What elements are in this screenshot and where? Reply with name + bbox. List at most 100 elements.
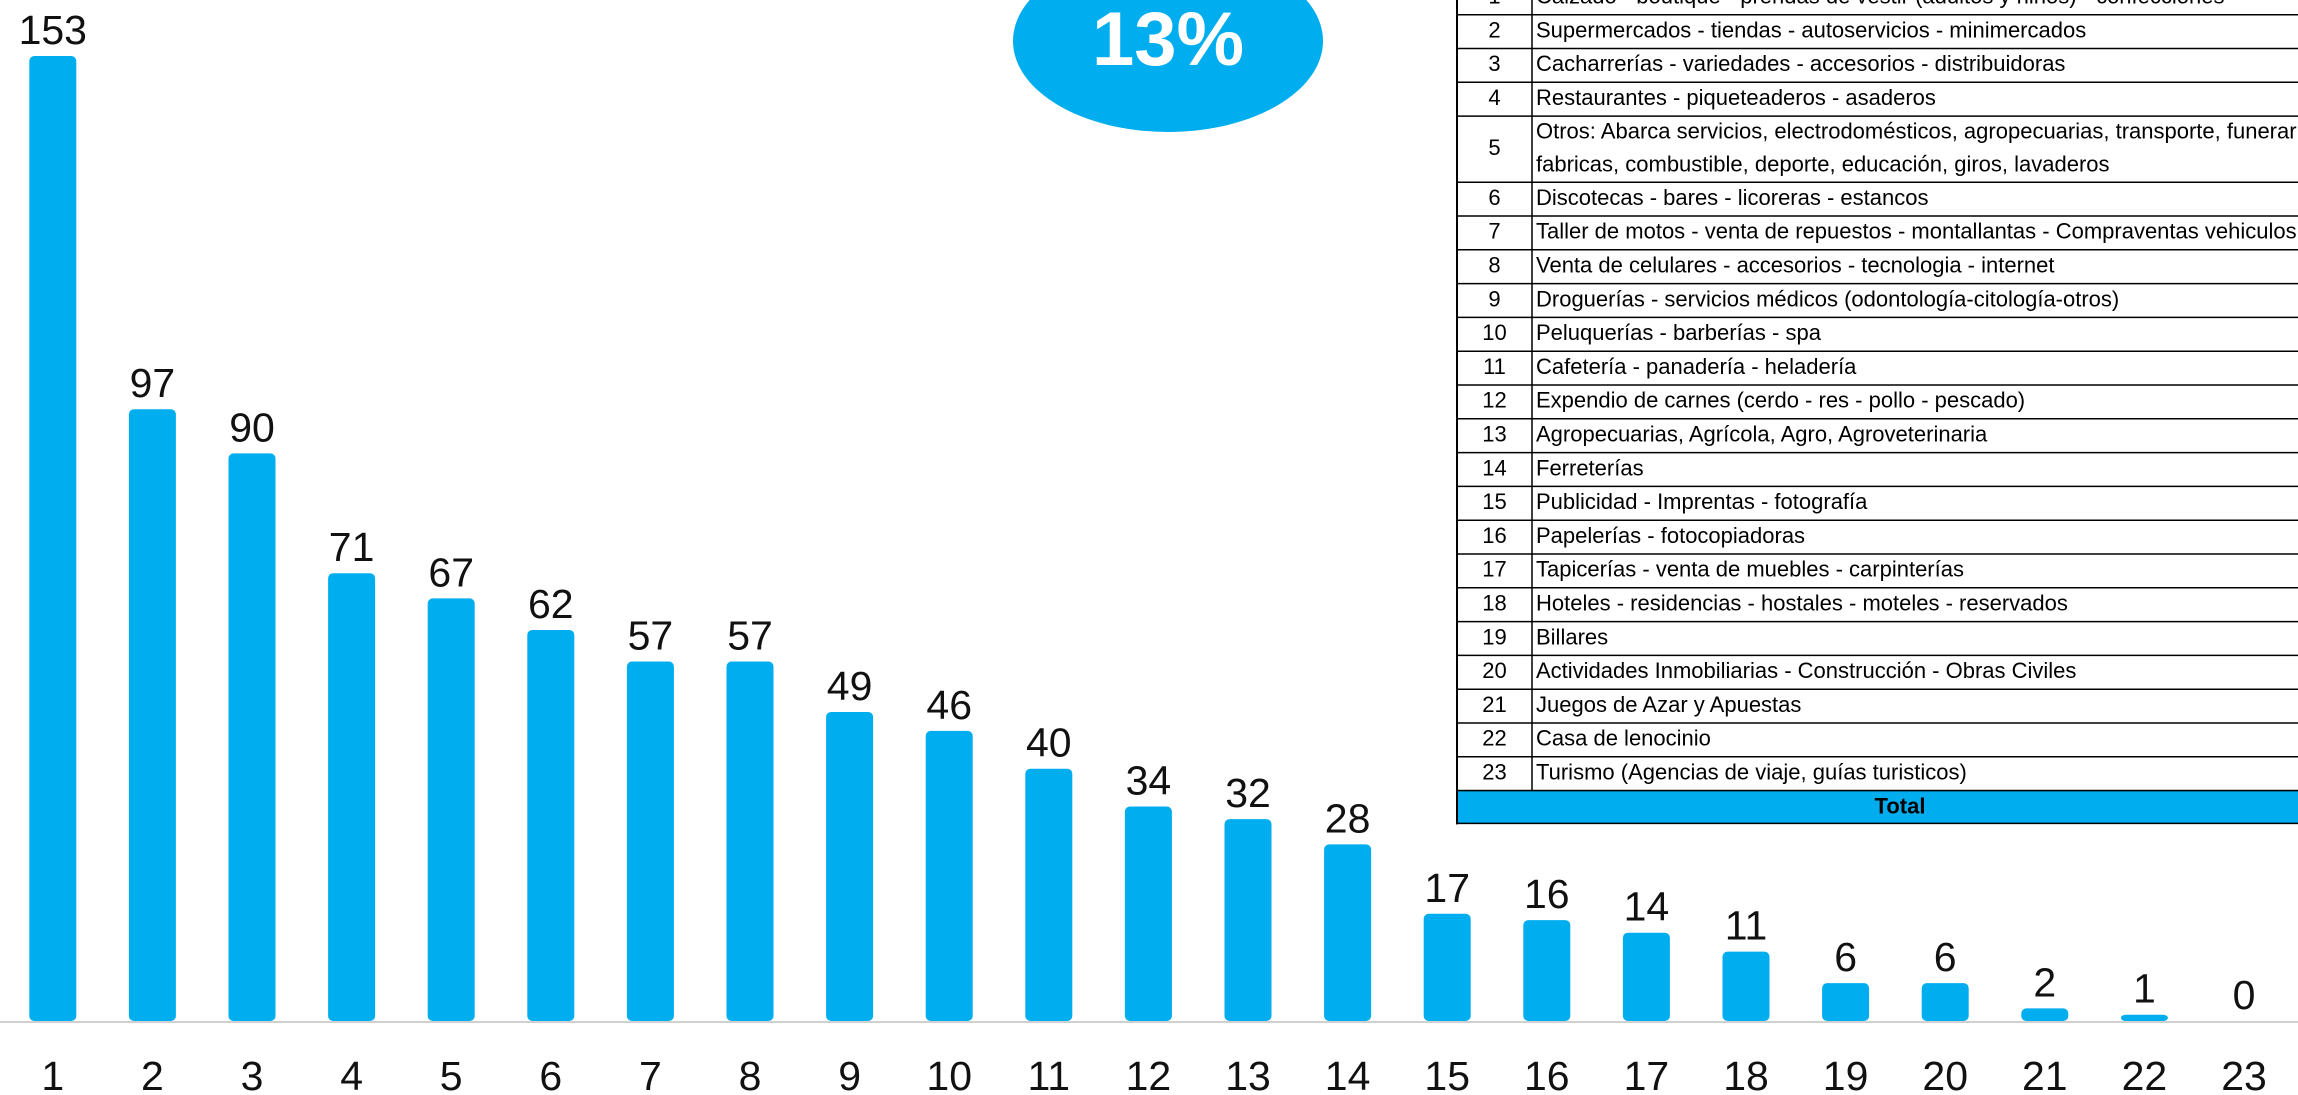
value-label: 40 (1026, 720, 1072, 766)
bar (1622, 932, 1670, 1021)
row-text: Restaurantes - piqueteaderos - asaderos (1536, 85, 1936, 110)
value-label: 71 (329, 524, 375, 570)
row-number: 5 (1488, 135, 1500, 160)
x-tick-label: 3 (241, 1053, 264, 1095)
row-number: 23 (1482, 760, 1506, 785)
row-number: 10 (1482, 320, 1506, 345)
table-bg (1457, 0, 2298, 792)
row-number: 8 (1488, 253, 1500, 278)
value-label: 57 (727, 612, 773, 658)
x-tick-label: 10 (926, 1053, 972, 1095)
row-text: Peluquerías - barberías - spa (1536, 320, 1822, 345)
bar (29, 56, 77, 1021)
row-number: 13 (1482, 422, 1506, 447)
row-number: 6 (1488, 185, 1500, 210)
bar (1921, 983, 1969, 1021)
row-text: Actividades Inmobiliarias - Construcción… (1536, 658, 2076, 683)
value-label: 67 (428, 549, 474, 595)
row-number: 9 (1488, 286, 1500, 311)
bar (1324, 844, 1372, 1021)
value-label: 32 (1225, 770, 1271, 816)
x-tick-label: 15 (1424, 1053, 1470, 1095)
row-text: Publicidad - Imprentas - fotografía (1536, 489, 1868, 514)
row-number: 15 (1482, 489, 1506, 514)
row-number: 19 (1482, 624, 1506, 649)
value-label: 6 (1934, 934, 1957, 980)
bar (1025, 768, 1073, 1021)
row-number: 4 (1488, 85, 1500, 110)
x-tick-label: 7 (639, 1053, 662, 1095)
x-tick-label: 12 (1126, 1053, 1172, 1095)
value-label: 28 (1325, 795, 1371, 841)
bar (2120, 1014, 2168, 1021)
x-tick-label: 17 (1624, 1053, 1670, 1095)
x-tick-label: 8 (739, 1053, 762, 1095)
row-text: Taller de motos - venta de repuestos - m… (1536, 219, 2297, 244)
x-tick-label: 19 (1823, 1053, 1869, 1095)
x-tick-label: 1 (41, 1053, 64, 1095)
x-tick-label: 23 (2221, 1053, 2267, 1095)
x-tick-label: 21 (2022, 1053, 2068, 1095)
row-number: 20 (1482, 658, 1506, 683)
value-label: 6 (1834, 934, 1857, 980)
row-number: 16 (1482, 523, 1506, 548)
value-label: 0 (2233, 972, 2256, 1018)
x-tick-label: 18 (1723, 1053, 1769, 1095)
x-tick-label: 13 (1225, 1053, 1271, 1095)
x-tick-label: 4 (340, 1053, 363, 1095)
total-label: Total (1875, 793, 1926, 818)
row-text: Discotecas - bares - licoreras - estanco… (1536, 185, 1928, 210)
row-text: Turismo (Agencias de viaje, guías turist… (1536, 760, 1967, 785)
bar (228, 453, 276, 1022)
value-label: 14 (1624, 884, 1670, 930)
bar (726, 661, 774, 1021)
bar (1124, 806, 1172, 1021)
row-text: fabricas, combustible, deporte, educació… (1536, 151, 2110, 176)
row-number: 11 (1483, 354, 1506, 379)
bar (925, 730, 973, 1021)
value-label: 90 (229, 404, 275, 450)
row-number: 14 (1482, 455, 1506, 480)
row-text: Supermercados - tiendas - autoservicios … (1536, 17, 2086, 42)
x-tick-label: 6 (539, 1053, 562, 1095)
bar (1523, 920, 1571, 1021)
bar (427, 598, 475, 1021)
bar (626, 661, 674, 1021)
total-row (1456, 789, 2298, 825)
row-text: Tapicerías - venta de muebles - carpinte… (1536, 557, 1964, 582)
row-number: 22 (1482, 726, 1506, 751)
bar (128, 409, 176, 1021)
badge-text: 13% (1092, 0, 1244, 82)
row-number: 12 (1482, 388, 1506, 413)
x-tick-label: 9 (838, 1053, 861, 1095)
bar (328, 573, 376, 1021)
row-text: Ferreterías (1536, 455, 1644, 480)
bar (527, 629, 575, 1021)
value-label: 11 (1725, 903, 1768, 949)
row-text: Venta de celulares - accesorios - tecnol… (1536, 253, 2055, 278)
bar (1423, 913, 1471, 1021)
row-number: 21 (1482, 692, 1506, 717)
value-label: 46 (926, 682, 972, 728)
bar (1224, 819, 1272, 1021)
row-text: Casa de lenocinio (1536, 726, 1711, 751)
row-text: Otros: Abarca servicios, electrodoméstic… (1536, 118, 2298, 143)
row-number: 1 (1488, 0, 1500, 9)
x-tick-label: 11 (1028, 1053, 1071, 1095)
value-label: 57 (628, 612, 674, 658)
row-number: 18 (1482, 591, 1506, 616)
x-tick-label: 16 (1524, 1053, 1570, 1095)
value-label: 34 (1126, 758, 1172, 804)
value-label: 49 (827, 663, 873, 709)
bar (826, 711, 874, 1021)
value-label: 1 (2133, 966, 2156, 1012)
row-text: Juegos de Azar y Apuestas (1536, 692, 1801, 717)
x-tick-label: 2 (141, 1053, 164, 1095)
badge (1013, 0, 1323, 132)
row-number: 3 (1488, 51, 1500, 76)
row-text: Cafetería - panadería - heladería (1536, 354, 1857, 379)
value-label: 153 (19, 7, 87, 53)
row-text: Billares (1536, 624, 1608, 649)
row-text: Hoteles - residencias - hostales - motel… (1536, 591, 2068, 616)
